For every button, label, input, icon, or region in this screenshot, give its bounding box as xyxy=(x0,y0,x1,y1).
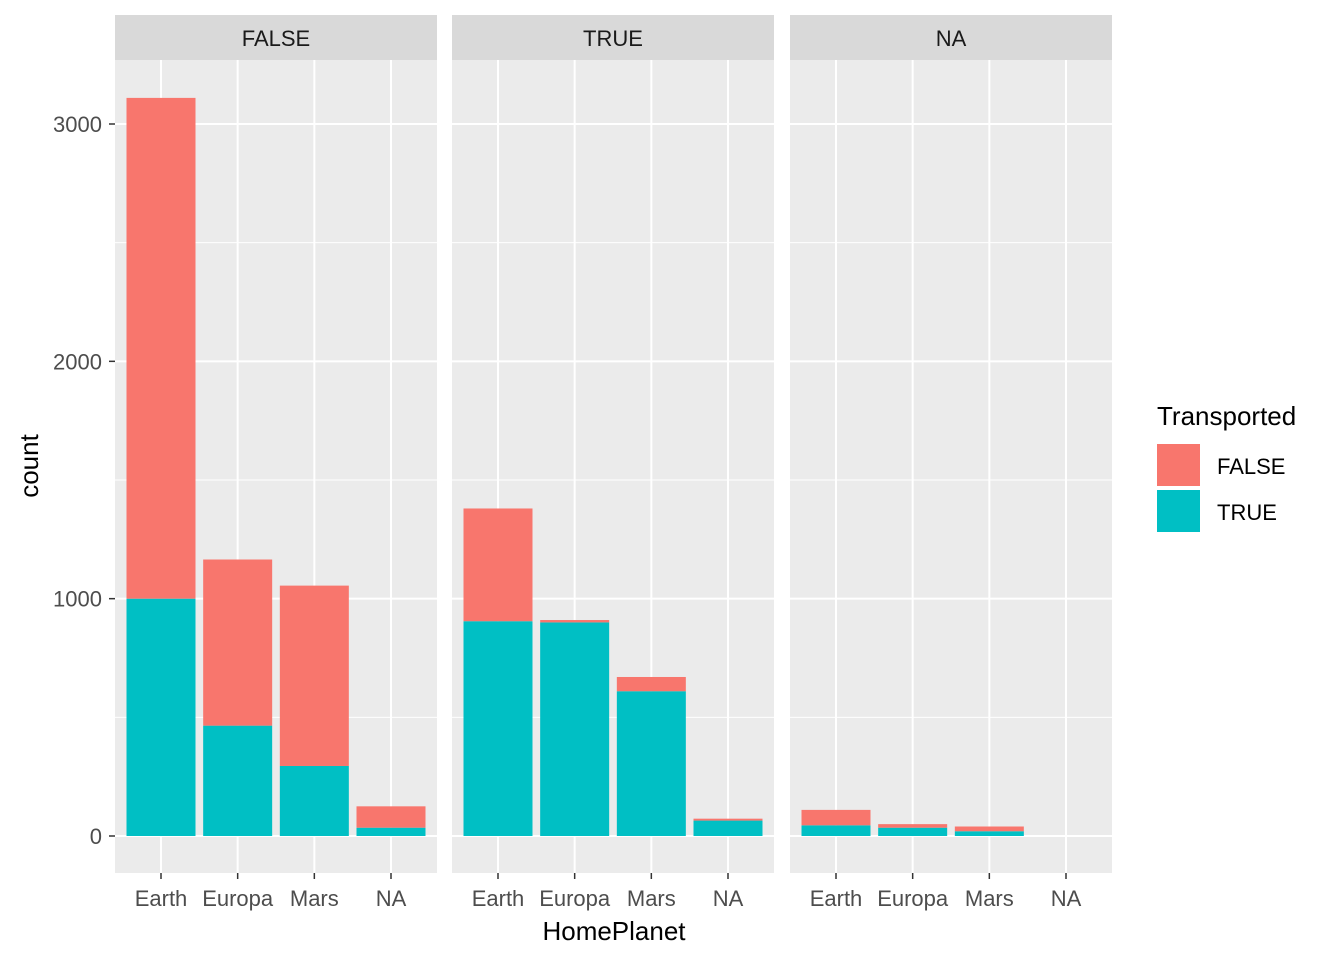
y-tick-label: 2000 xyxy=(53,349,102,374)
facet-panels: FALSE Earth Europa Mars NA TRUE Earth Europa Mar… xyxy=(115,15,1112,911)
legend-key-true xyxy=(1157,490,1200,532)
legend-label-true: TRUE xyxy=(1217,500,1277,525)
legend-label-false: FALSE xyxy=(1217,454,1285,479)
x-tick-label: Earth xyxy=(135,886,188,911)
bar-earth-transported-true xyxy=(126,598,196,836)
bar-europa-transported-false xyxy=(878,824,948,828)
x-tick-label: Mars xyxy=(627,886,676,911)
strip-background xyxy=(790,15,1112,60)
legend: Transported FALSE TRUE xyxy=(1157,401,1296,532)
bar-earth-transported-true xyxy=(801,825,871,836)
x-tick-label: Earth xyxy=(810,886,863,911)
y-axis: 0 1000 2000 3000 xyxy=(53,112,115,849)
strip-background xyxy=(452,15,774,60)
bar-earth-transported-false xyxy=(463,508,533,622)
bar-mars-transported-false xyxy=(279,585,349,766)
bar-europa-transported-true xyxy=(540,622,610,836)
x-tick-label: Europa xyxy=(877,886,949,911)
panel-false: FALSE Earth Europa Mars NA xyxy=(115,15,437,911)
y-tick-label: 0 xyxy=(90,824,102,849)
strip-label: NA xyxy=(936,26,967,51)
bar-na-transported-true xyxy=(693,820,763,836)
bar-mars-transported-true xyxy=(279,765,349,836)
x-tick-label: Earth xyxy=(472,886,525,911)
y-tick-label: 1000 xyxy=(53,587,102,612)
bar-europa-transported-true xyxy=(203,725,273,836)
strip-label: TRUE xyxy=(583,26,643,51)
x-tick-label: Mars xyxy=(965,886,1014,911)
y-axis-title: count xyxy=(14,433,44,497)
x-axis-title: HomePlanet xyxy=(542,916,686,946)
legend-key-false xyxy=(1157,444,1200,486)
y-tick-label: 3000 xyxy=(53,112,102,137)
x-tick-label: NA xyxy=(376,886,407,911)
bar-mars-transported-true xyxy=(954,831,1024,836)
x-tick-label: Mars xyxy=(290,886,339,911)
panel-na: NA Earth Europa Mars NA xyxy=(790,15,1112,911)
bar-na-transported-false xyxy=(356,806,426,828)
x-tick-label: NA xyxy=(1051,886,1082,911)
x-tick-label: Europa xyxy=(202,886,274,911)
bar-mars-transported-false xyxy=(616,676,686,692)
bar-mars-transported-false xyxy=(954,826,1024,832)
bar-earth-transported-false xyxy=(126,97,196,599)
bar-na-transported-true xyxy=(356,827,426,836)
bar-mars-transported-true xyxy=(616,691,686,836)
strip-background xyxy=(115,15,437,60)
panel-background xyxy=(790,60,1112,873)
bar-europa-transported-false xyxy=(540,620,610,623)
bar-na-transported-false xyxy=(693,818,763,821)
x-tick-label: Europa xyxy=(539,886,611,911)
legend-title: Transported xyxy=(1157,401,1296,431)
bar-earth-transported-true xyxy=(463,621,533,836)
bar-europa-transported-false xyxy=(203,559,273,726)
bar-europa-transported-true xyxy=(878,827,948,836)
bar-earth-transported-false xyxy=(801,809,871,826)
panel-true: TRUE Earth Europa Mars NA xyxy=(452,15,774,911)
x-tick-label: NA xyxy=(713,886,744,911)
strip-label: FALSE xyxy=(242,26,310,51)
